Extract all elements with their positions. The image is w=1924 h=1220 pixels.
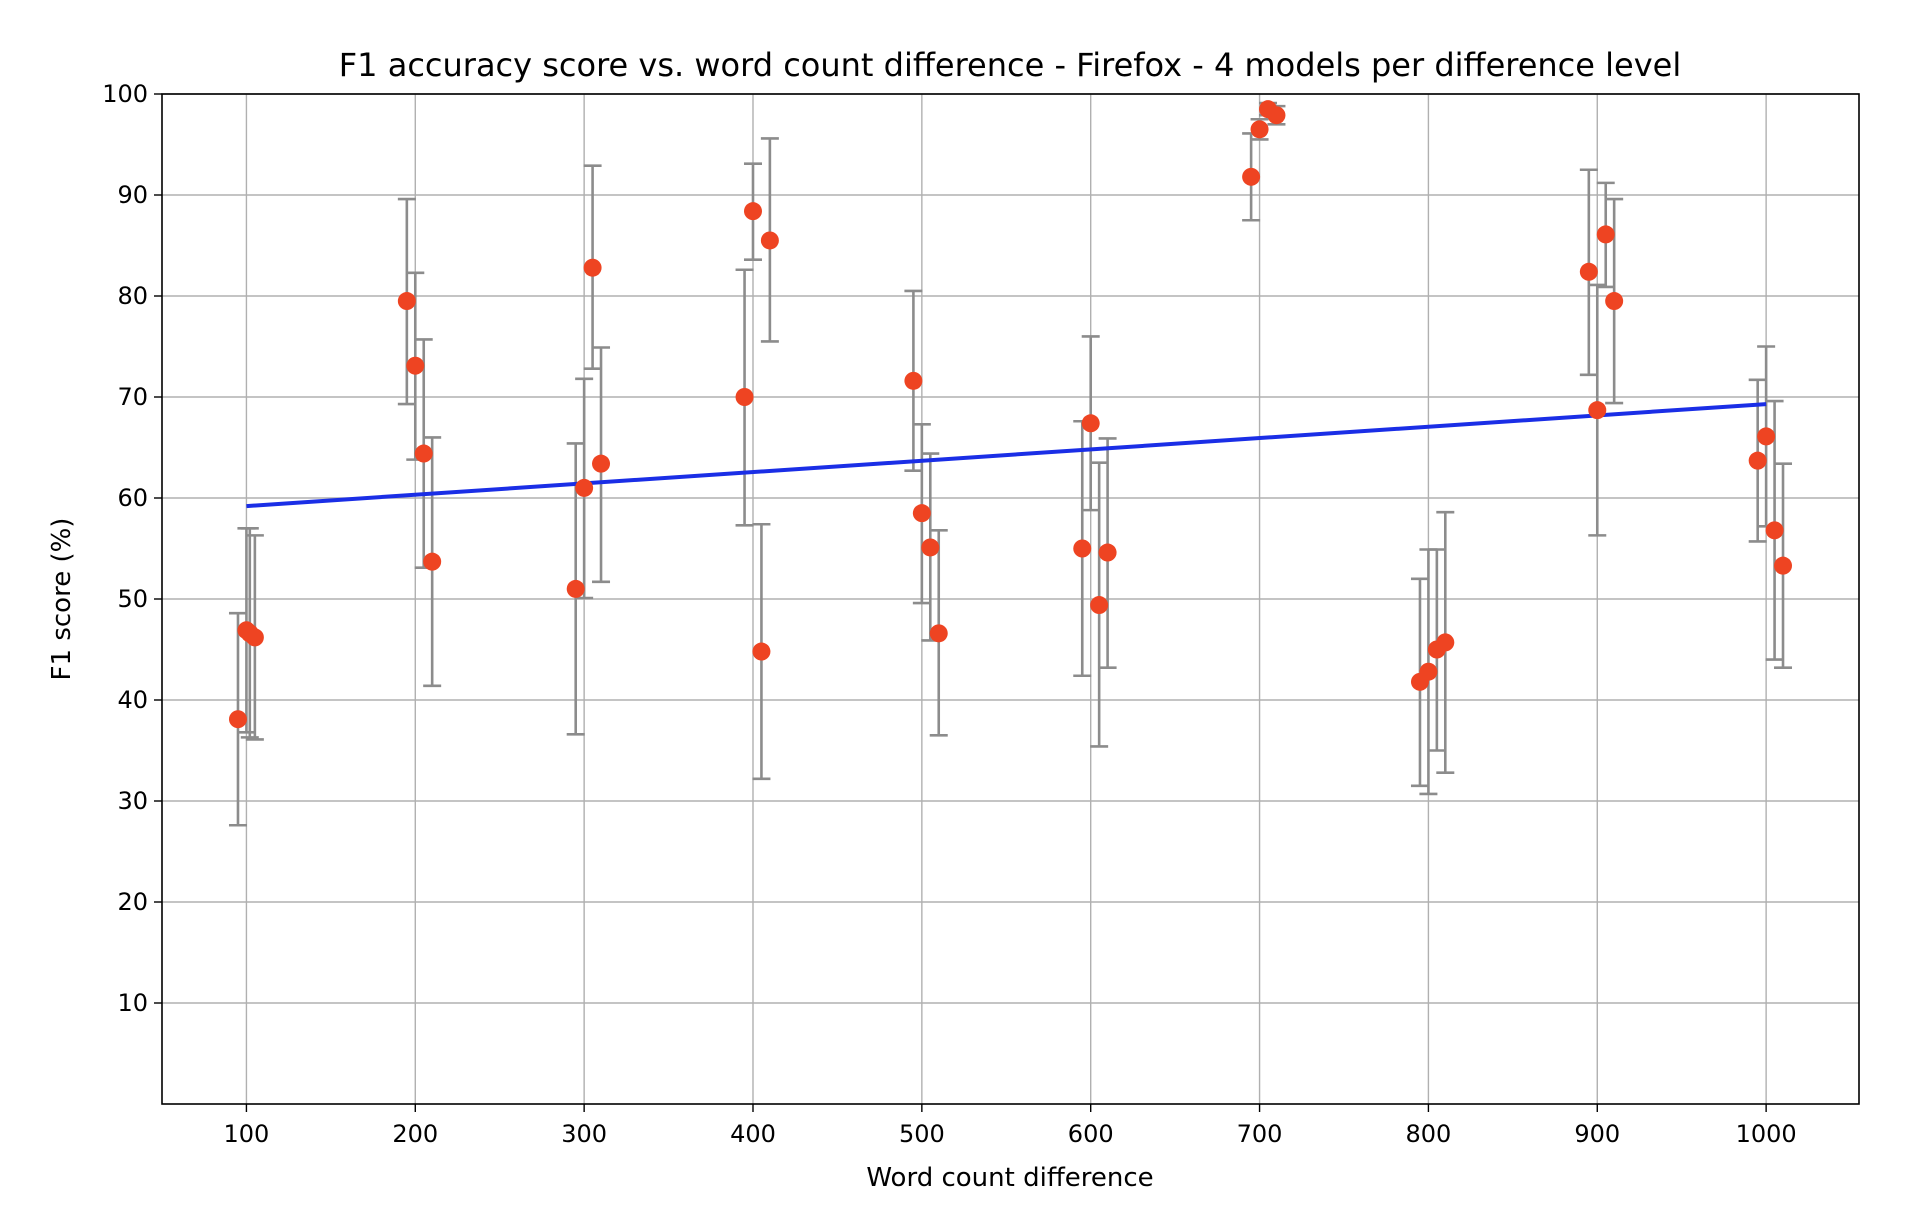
chart-title: F1 accuracy score vs. word count differe… bbox=[339, 46, 1681, 84]
x-tick-label: 1000 bbox=[1736, 1120, 1797, 1148]
data-point bbox=[1436, 633, 1455, 652]
data-point bbox=[1073, 539, 1092, 558]
y-tick-label: 30 bbox=[117, 787, 148, 815]
data-point bbox=[414, 444, 433, 463]
y-tick-label: 40 bbox=[117, 686, 148, 714]
x-tick-label: 200 bbox=[392, 1120, 438, 1148]
data-point bbox=[912, 504, 931, 523]
data-point bbox=[1098, 543, 1117, 562]
x-tick-label: 500 bbox=[899, 1120, 945, 1148]
data-point bbox=[904, 371, 923, 390]
y-tick-label: 60 bbox=[117, 484, 148, 512]
data-point bbox=[566, 579, 585, 598]
data-point bbox=[1757, 427, 1776, 446]
data-point bbox=[1748, 451, 1767, 470]
y-tick-label: 50 bbox=[117, 585, 148, 613]
y-tick-label: 100 bbox=[102, 80, 148, 108]
data-point bbox=[228, 710, 247, 729]
x-tick-label: 700 bbox=[1237, 1120, 1283, 1148]
x-tick-label: 100 bbox=[224, 1120, 270, 1148]
data-point bbox=[406, 356, 425, 375]
trend-line bbox=[246, 402, 1767, 509]
data-point bbox=[1090, 596, 1109, 615]
data-point bbox=[929, 624, 948, 643]
data-point bbox=[1588, 401, 1607, 420]
data-point bbox=[1765, 521, 1784, 540]
y-tick-label: 70 bbox=[117, 383, 148, 411]
data-point bbox=[397, 292, 416, 311]
y-axis-label: F1 score (%) bbox=[47, 518, 77, 681]
data-point bbox=[1250, 120, 1269, 139]
data-point bbox=[1605, 292, 1624, 311]
data-points bbox=[228, 100, 1793, 729]
trend-line-layer bbox=[246, 402, 1767, 509]
data-point bbox=[1579, 262, 1598, 281]
data-point bbox=[1267, 106, 1286, 125]
y-tick-label: 80 bbox=[117, 282, 148, 310]
y-tick-label: 10 bbox=[117, 989, 148, 1017]
data-point bbox=[423, 552, 442, 571]
data-point bbox=[1774, 556, 1793, 575]
data-point bbox=[735, 388, 754, 406]
axis-ticks: 100 200 300 400 500 600 700 800 900 1000 10 20 30 40 5… bbox=[102, 80, 1796, 1148]
y-tick-label: 90 bbox=[117, 181, 148, 209]
grid bbox=[162, 93, 1859, 1104]
data-point bbox=[592, 454, 611, 473]
data-point bbox=[575, 478, 594, 497]
x-tick-label: 600 bbox=[1068, 1120, 1114, 1148]
x-axis-label: Word count difference bbox=[866, 1163, 1153, 1193]
x-tick-label: 800 bbox=[1406, 1120, 1452, 1148]
data-point bbox=[1081, 414, 1100, 433]
data-point bbox=[752, 642, 771, 661]
data-point bbox=[245, 628, 264, 647]
data-point bbox=[921, 538, 940, 557]
x-tick-label: 400 bbox=[730, 1120, 776, 1148]
data-point bbox=[1419, 662, 1438, 681]
data-point bbox=[743, 202, 762, 221]
y-tick-label: 20 bbox=[117, 888, 148, 916]
data-point bbox=[583, 258, 602, 277]
x-tick-label: 300 bbox=[561, 1120, 607, 1148]
data-point bbox=[1242, 167, 1261, 186]
x-tick-label: 900 bbox=[1574, 1120, 1620, 1148]
data-point bbox=[760, 231, 779, 250]
data-point bbox=[1596, 225, 1615, 244]
